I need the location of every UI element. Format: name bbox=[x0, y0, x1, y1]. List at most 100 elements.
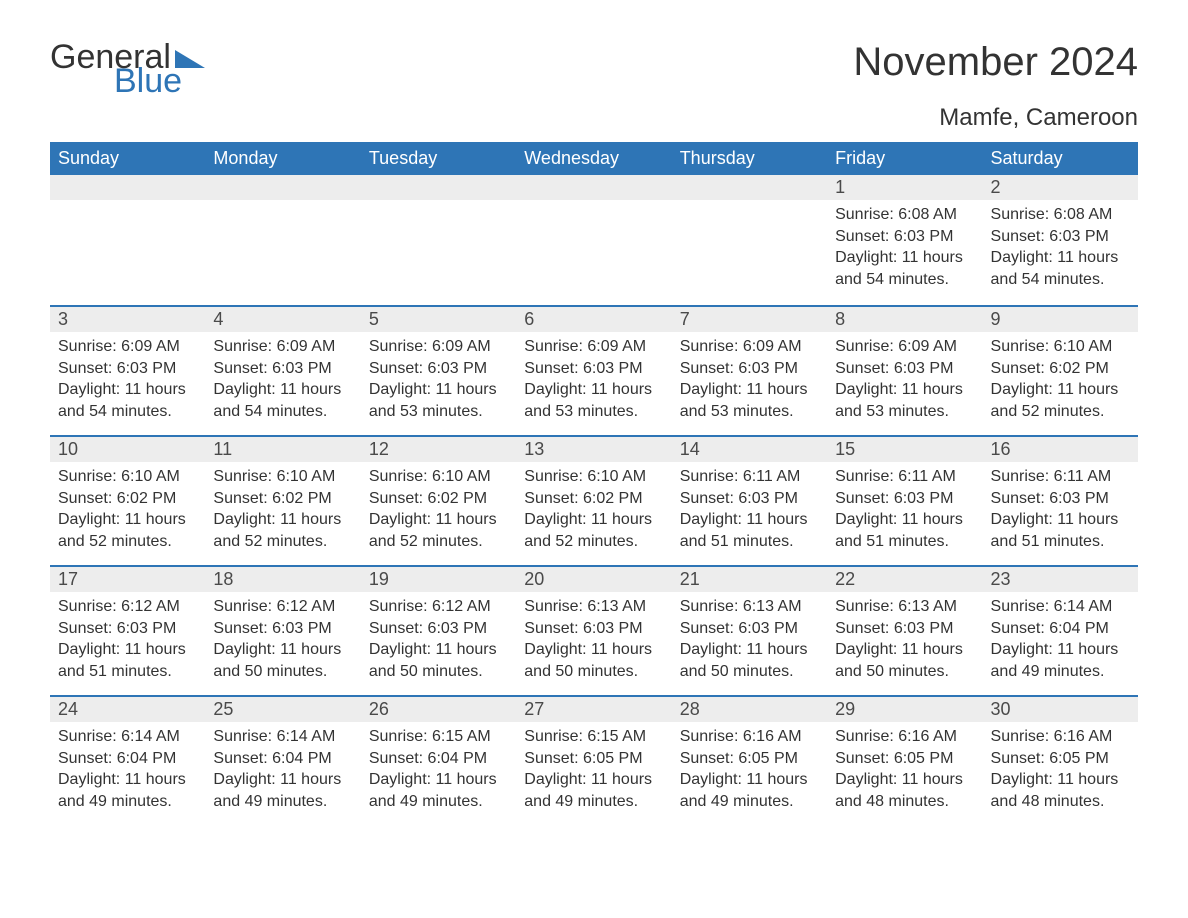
day-detail-line: Sunrise: 6:16 AM bbox=[835, 726, 974, 748]
day-detail-line: Sunrise: 6:11 AM bbox=[991, 466, 1130, 488]
day-details bbox=[516, 200, 671, 208]
day-detail-line: Daylight: 11 hours bbox=[524, 769, 663, 791]
day-detail-line: Daylight: 11 hours bbox=[213, 379, 352, 401]
brand-logo: General Blue bbox=[50, 40, 205, 98]
day-details: Sunrise: 6:12 AMSunset: 6:03 PMDaylight:… bbox=[205, 592, 360, 686]
day-detail-line: Daylight: 11 hours bbox=[58, 769, 197, 791]
day-number: 13 bbox=[516, 435, 671, 462]
day-detail-line: Daylight: 11 hours bbox=[991, 639, 1130, 661]
day-detail-line: Sunrise: 6:13 AM bbox=[524, 596, 663, 618]
day-number: 10 bbox=[50, 435, 205, 462]
weekday-header: Thursday bbox=[672, 142, 827, 175]
day-detail-line: Daylight: 11 hours bbox=[835, 509, 974, 531]
calendar-week-row: 17Sunrise: 6:12 AMSunset: 6:03 PMDayligh… bbox=[50, 565, 1138, 695]
calendar-day-cell: 23Sunrise: 6:14 AMSunset: 6:04 PMDayligh… bbox=[983, 565, 1138, 695]
day-detail-line: Daylight: 11 hours bbox=[524, 639, 663, 661]
day-details: Sunrise: 6:09 AMSunset: 6:03 PMDaylight:… bbox=[516, 332, 671, 426]
calendar-day-cell bbox=[361, 175, 516, 305]
day-detail-line: and 49 minutes. bbox=[991, 661, 1130, 683]
calendar-day-cell bbox=[672, 175, 827, 305]
day-number: 2 bbox=[983, 175, 1138, 200]
day-detail-line: and 52 minutes. bbox=[524, 531, 663, 553]
calendar-day-cell: 16Sunrise: 6:11 AMSunset: 6:03 PMDayligh… bbox=[983, 435, 1138, 565]
calendar-day-cell: 9Sunrise: 6:10 AMSunset: 6:02 PMDaylight… bbox=[983, 305, 1138, 435]
calendar-table: Sunday Monday Tuesday Wednesday Thursday… bbox=[50, 142, 1138, 825]
day-detail-line: Sunset: 6:04 PM bbox=[58, 748, 197, 770]
day-detail-line: and 51 minutes. bbox=[991, 531, 1130, 553]
calendar-day-cell: 20Sunrise: 6:13 AMSunset: 6:03 PMDayligh… bbox=[516, 565, 671, 695]
day-number: 11 bbox=[205, 435, 360, 462]
location-label: Mamfe, Cameroon bbox=[50, 104, 1138, 132]
day-details: Sunrise: 6:11 AMSunset: 6:03 PMDaylight:… bbox=[983, 462, 1138, 556]
day-detail-line: Sunrise: 6:14 AM bbox=[58, 726, 197, 748]
day-detail-line: and 52 minutes. bbox=[369, 531, 508, 553]
calendar-day-cell: 12Sunrise: 6:10 AMSunset: 6:02 PMDayligh… bbox=[361, 435, 516, 565]
day-details: Sunrise: 6:13 AMSunset: 6:03 PMDaylight:… bbox=[516, 592, 671, 686]
header: General Blue November 2024 bbox=[50, 40, 1138, 98]
day-detail-line: Sunrise: 6:12 AM bbox=[213, 596, 352, 618]
calendar-day-cell: 28Sunrise: 6:16 AMSunset: 6:05 PMDayligh… bbox=[672, 695, 827, 825]
day-details: Sunrise: 6:09 AMSunset: 6:03 PMDaylight:… bbox=[205, 332, 360, 426]
day-detail-line: Sunrise: 6:08 AM bbox=[835, 204, 974, 226]
day-details: Sunrise: 6:14 AMSunset: 6:04 PMDaylight:… bbox=[205, 722, 360, 816]
day-detail-line: Sunset: 6:03 PM bbox=[58, 618, 197, 640]
day-detail-line: and 52 minutes. bbox=[58, 531, 197, 553]
day-detail-line: and 53 minutes. bbox=[524, 401, 663, 423]
day-detail-line: and 54 minutes. bbox=[58, 401, 197, 423]
day-detail-line: Sunrise: 6:15 AM bbox=[369, 726, 508, 748]
day-detail-line: Sunset: 6:03 PM bbox=[369, 618, 508, 640]
day-number bbox=[361, 175, 516, 200]
day-detail-line: and 51 minutes. bbox=[680, 531, 819, 553]
day-detail-line: Sunset: 6:05 PM bbox=[991, 748, 1130, 770]
calendar-day-cell: 27Sunrise: 6:15 AMSunset: 6:05 PMDayligh… bbox=[516, 695, 671, 825]
day-detail-line: and 53 minutes. bbox=[369, 401, 508, 423]
weekday-header: Sunday bbox=[50, 142, 205, 175]
day-detail-line: Sunrise: 6:09 AM bbox=[58, 336, 197, 358]
day-detail-line: and 50 minutes. bbox=[213, 661, 352, 683]
day-detail-line: Sunset: 6:03 PM bbox=[58, 358, 197, 380]
day-number: 21 bbox=[672, 565, 827, 592]
day-detail-line: Sunset: 6:03 PM bbox=[991, 226, 1130, 248]
day-detail-line: Sunset: 6:05 PM bbox=[524, 748, 663, 770]
day-detail-line: Daylight: 11 hours bbox=[991, 509, 1130, 531]
day-detail-line: and 50 minutes. bbox=[680, 661, 819, 683]
day-detail-line: Sunset: 6:03 PM bbox=[835, 618, 974, 640]
day-detail-line: Daylight: 11 hours bbox=[524, 509, 663, 531]
day-detail-line: Sunrise: 6:14 AM bbox=[213, 726, 352, 748]
day-details: Sunrise: 6:16 AMSunset: 6:05 PMDaylight:… bbox=[827, 722, 982, 816]
day-number: 4 bbox=[205, 305, 360, 332]
day-detail-line: and 54 minutes. bbox=[991, 269, 1130, 291]
day-detail-line: and 52 minutes. bbox=[991, 401, 1130, 423]
day-detail-line: and 48 minutes. bbox=[991, 791, 1130, 813]
calendar-day-cell bbox=[50, 175, 205, 305]
day-detail-line: Sunset: 6:03 PM bbox=[213, 358, 352, 380]
day-details: Sunrise: 6:09 AMSunset: 6:03 PMDaylight:… bbox=[50, 332, 205, 426]
calendar-day-cell: 19Sunrise: 6:12 AMSunset: 6:03 PMDayligh… bbox=[361, 565, 516, 695]
day-detail-line: Daylight: 11 hours bbox=[991, 379, 1130, 401]
day-detail-line: Daylight: 11 hours bbox=[835, 247, 974, 269]
calendar-day-cell: 10Sunrise: 6:10 AMSunset: 6:02 PMDayligh… bbox=[50, 435, 205, 565]
day-detail-line: Sunset: 6:03 PM bbox=[524, 358, 663, 380]
day-detail-line: Sunset: 6:03 PM bbox=[680, 358, 819, 380]
calendar-day-cell: 4Sunrise: 6:09 AMSunset: 6:03 PMDaylight… bbox=[205, 305, 360, 435]
day-detail-line: Sunset: 6:02 PM bbox=[213, 488, 352, 510]
day-detail-line: Daylight: 11 hours bbox=[369, 379, 508, 401]
day-detail-line: Sunset: 6:04 PM bbox=[991, 618, 1130, 640]
day-detail-line: Daylight: 11 hours bbox=[369, 639, 508, 661]
calendar-day-cell: 17Sunrise: 6:12 AMSunset: 6:03 PMDayligh… bbox=[50, 565, 205, 695]
day-number: 20 bbox=[516, 565, 671, 592]
day-detail-line: Daylight: 11 hours bbox=[991, 247, 1130, 269]
weekday-header: Tuesday bbox=[361, 142, 516, 175]
calendar-day-cell: 22Sunrise: 6:13 AMSunset: 6:03 PMDayligh… bbox=[827, 565, 982, 695]
day-number: 18 bbox=[205, 565, 360, 592]
day-number: 9 bbox=[983, 305, 1138, 332]
calendar-week-row: 1Sunrise: 6:08 AMSunset: 6:03 PMDaylight… bbox=[50, 175, 1138, 305]
day-detail-line: Sunset: 6:04 PM bbox=[369, 748, 508, 770]
day-detail-line: Sunset: 6:03 PM bbox=[213, 618, 352, 640]
day-detail-line: Sunset: 6:03 PM bbox=[835, 488, 974, 510]
day-detail-line: Daylight: 11 hours bbox=[369, 769, 508, 791]
day-detail-line: Daylight: 11 hours bbox=[680, 379, 819, 401]
day-number bbox=[50, 175, 205, 200]
day-number: 27 bbox=[516, 695, 671, 722]
day-number: 5 bbox=[361, 305, 516, 332]
